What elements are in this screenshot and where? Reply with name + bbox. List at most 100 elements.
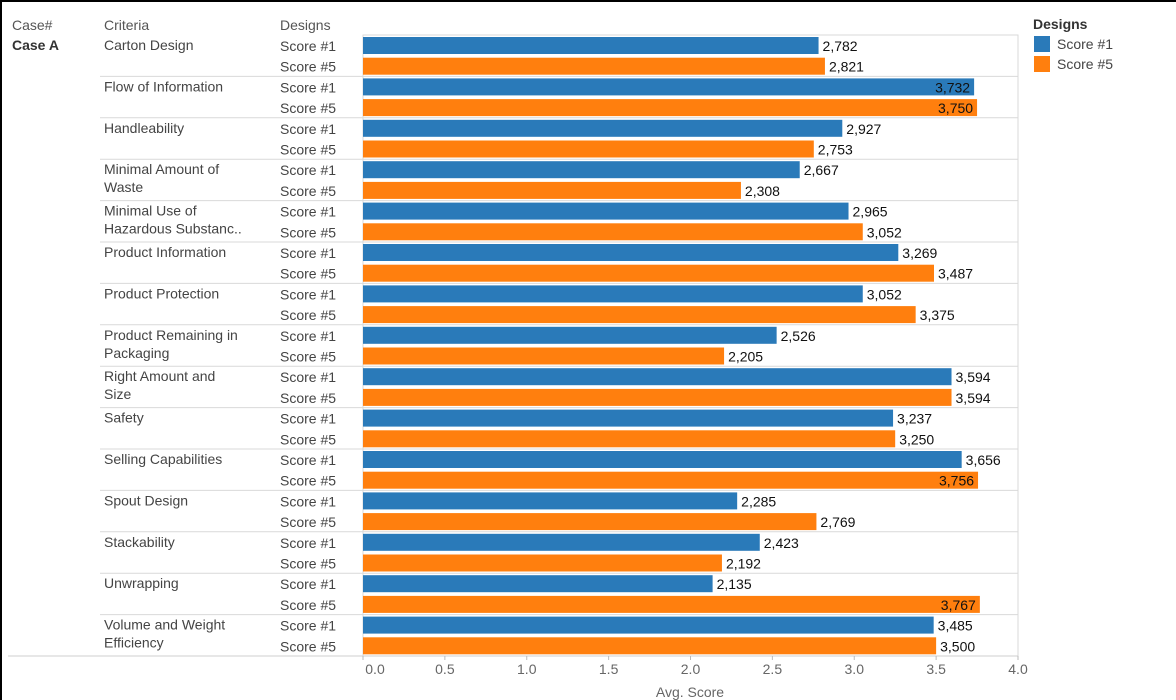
bar-score-5-product-protection xyxy=(363,306,916,324)
category-product-protection: Product Protection Score #1 3,052 Score #5 3… xyxy=(100,285,1018,326)
bar-score-1-selling-capabilities xyxy=(363,451,962,468)
design-label: Score #1 xyxy=(280,369,336,385)
design-label: Score #5 xyxy=(280,100,336,116)
bar-score-5-right-amount-and-size xyxy=(363,388,952,406)
x-tick-label: 2.0 xyxy=(681,661,701,677)
value-label: 3,237 xyxy=(897,411,932,427)
x-tick-label: 4.0 xyxy=(1008,661,1028,677)
x-tick-label: 3.0 xyxy=(845,661,865,677)
value-label: 2,192 xyxy=(726,556,761,572)
value-label: 3,269 xyxy=(902,245,937,261)
value-label: 3,756 xyxy=(939,473,974,489)
x-tick-label: 1.0 xyxy=(517,661,537,677)
bar-score-5-minimal-amount-of-waste xyxy=(363,181,741,199)
design-label: Score #1 xyxy=(280,618,336,634)
category-product-remaining-in-packaging: Product Remaining in Packaging Score #1 2,5… xyxy=(100,326,1018,367)
legend-label: Score #5 xyxy=(1057,56,1113,72)
value-label: 3,487 xyxy=(938,266,973,282)
design-label: Score #5 xyxy=(280,307,336,323)
value-label: 2,205 xyxy=(728,349,763,365)
x-axis: 0.0 0.5 1.0 1.5 2.0 2.5 3.0 3.5 4.0 xyxy=(8,655,1028,677)
legend-swatch-score-5 xyxy=(1034,56,1050,72)
value-label: 2,769 xyxy=(820,514,855,530)
design-label: Score #1 xyxy=(280,328,336,344)
value-label: 2,782 xyxy=(823,38,858,54)
criteria-label: Minimal Amount of Waste xyxy=(104,161,219,195)
bar-score-1-minimal-use-of-hazardous-substanc xyxy=(363,202,849,220)
criteria-label: Product Information xyxy=(104,244,226,260)
design-label: Score #1 xyxy=(280,79,336,95)
value-label: 3,052 xyxy=(867,286,902,302)
criteria-label: Carton Design xyxy=(104,37,194,53)
value-label: 2,285 xyxy=(741,493,776,509)
category-carton-design: Carton Design Score #1 2,782 Score #5 2,821 xyxy=(100,37,1018,77)
design-label: Score #5 xyxy=(280,431,336,447)
value-label: 3,485 xyxy=(938,618,973,634)
category-right-amount-and-size: Right Amount and Size Score #1 3,594 Score #… xyxy=(100,368,1018,409)
value-label: 3,750 xyxy=(938,100,973,116)
legend: Designs Score #1 Score #5 xyxy=(1033,16,1113,72)
category-selling-capabilities: Selling Capabilities Score #1 3,656 Score #… xyxy=(100,451,1018,491)
bar-score-5-product-remaining-in-packaging xyxy=(363,347,725,365)
design-label: Score #5 xyxy=(280,390,336,406)
legend-label: Score #1 xyxy=(1057,36,1113,52)
bar-score-5-handleability xyxy=(363,140,814,158)
value-label: 2,965 xyxy=(853,204,888,220)
bar-score-1-safety xyxy=(363,409,894,427)
bar-score-1-minimal-amount-of-waste xyxy=(363,161,800,179)
design-label: Score #5 xyxy=(280,59,336,75)
bar-score-5-spout-design xyxy=(363,513,817,531)
header-criteria: Criteria xyxy=(104,17,149,33)
bar-score-1-carton-design xyxy=(363,37,819,54)
value-label: 3,767 xyxy=(941,597,976,613)
criteria-label: Unwrapping xyxy=(104,575,179,591)
value-label: 3,500 xyxy=(940,638,975,654)
case-label: Case A xyxy=(12,37,59,53)
criteria-label: Handleability xyxy=(104,120,184,136)
bar-score-1-flow-of-information xyxy=(363,78,975,96)
criteria-label: Stackability xyxy=(104,534,175,550)
bar-score-1-stackability xyxy=(363,533,760,551)
design-label: Score #5 xyxy=(280,473,336,489)
value-label: 2,308 xyxy=(745,183,780,199)
value-label: 2,667 xyxy=(804,162,839,178)
criteria-label: Right Amount and Size xyxy=(104,368,215,402)
value-label: 2,753 xyxy=(818,142,853,158)
value-label: 3,052 xyxy=(867,224,902,240)
x-tick-label: 0.0 xyxy=(365,661,385,677)
legend-swatch-score-1 xyxy=(1034,36,1050,52)
value-label: 2,423 xyxy=(764,535,799,551)
criteria-label: Minimal Use of Hazardous Substanc.. xyxy=(104,203,242,237)
design-label: Score #5 xyxy=(280,514,336,530)
category-handleability: Handleability Score #1 2,927 Score #5 2,753 xyxy=(100,119,1018,160)
design-label: Score #1 xyxy=(280,38,336,54)
value-label: 2,927 xyxy=(846,121,881,137)
value-label: 3,375 xyxy=(920,307,955,323)
bar-score-1-product-information xyxy=(363,244,899,261)
x-tick-label: 2.5 xyxy=(763,661,783,677)
design-label: Score #1 xyxy=(280,286,336,302)
x-tick-label: 0.5 xyxy=(435,661,455,677)
criteria-label: Volume and Weight Efficiency xyxy=(104,617,225,651)
category-product-information: Product Information Score #1 3,269 Score #5… xyxy=(100,244,1018,284)
bar-score-1-right-amount-and-size xyxy=(363,368,952,386)
x-tick-label: 1.5 xyxy=(599,661,619,677)
design-label: Score #1 xyxy=(280,535,336,551)
x-axis-title: Avg. Score xyxy=(656,684,724,700)
value-label: 3,250 xyxy=(899,431,934,447)
bar-score-5-carton-design xyxy=(363,57,825,75)
design-label: Score #1 xyxy=(280,204,336,220)
category-volume-and-weight-efficiency: Volume and Weight Efficiency Score #1 3,485… xyxy=(100,616,1018,657)
category-minimal-use-of-hazardous-substanc: Minimal Use of Hazardous Substanc.. Score … xyxy=(100,202,1018,243)
design-label: Score #1 xyxy=(280,452,336,468)
design-label: Score #5 xyxy=(280,556,336,572)
category-minimal-amount-of-waste: Minimal Amount of Waste Score #1 2,667 Score… xyxy=(100,161,1018,202)
category-flow-of-information: Flow of Information Score #1 3,732 Score #5… xyxy=(100,78,1018,119)
design-label: Score #5 xyxy=(280,597,336,613)
x-tick-label: 3.5 xyxy=(926,661,946,677)
design-label: Score #1 xyxy=(280,576,336,592)
design-label: Score #1 xyxy=(280,245,336,261)
value-label: 2,821 xyxy=(829,59,864,75)
bar-score-5-stackability xyxy=(363,554,722,572)
